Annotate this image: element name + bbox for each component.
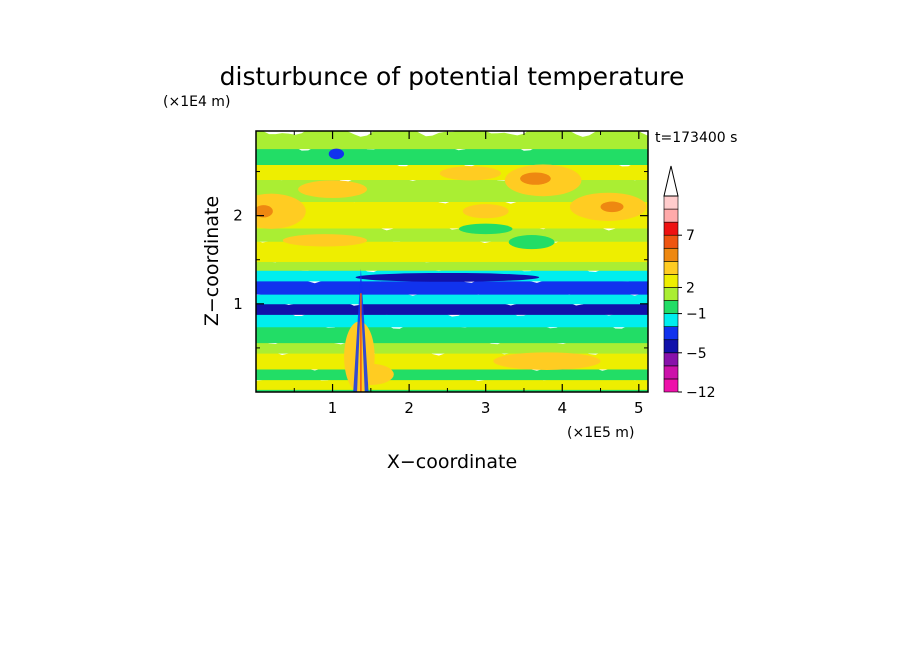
colorbar-label: −1 [686, 307, 707, 323]
colorbar-swatch [663, 221, 679, 236]
x-tick-label: 2 [404, 399, 414, 417]
colorbar-swatch [663, 313, 679, 327]
axes: 1 2 3 4 5 1 2 [233, 131, 648, 417]
colorbar-swatch [663, 287, 679, 301]
colorbar-swatch [663, 352, 679, 367]
colorbar-label: 7 [686, 228, 695, 244]
colorbar-swatch [663, 261, 679, 275]
contour-blob [256, 205, 273, 218]
colorbar-extend-arrow [663, 165, 679, 197]
y-tick-label: 2 [233, 207, 243, 225]
y-scale-label: (×1E4 m) [163, 94, 230, 110]
contour-blob [282, 234, 368, 247]
chart-title: disturbunce of potential temperature [220, 62, 685, 91]
colorbar: −12−5−127 [663, 165, 716, 401]
contour-blob [256, 193, 306, 229]
contour-blob [462, 204, 509, 219]
colorbar-swatch [663, 300, 679, 314]
contour-blob [328, 148, 345, 160]
x-tick-label: 4 [557, 399, 567, 417]
contour-blob [458, 223, 513, 235]
contour-blob [520, 172, 551, 185]
colorbar-swatch [663, 247, 679, 262]
x-tick-label: 3 [481, 399, 491, 417]
colorbar-swatch [663, 339, 679, 354]
colorbar-label: −12 [686, 385, 716, 401]
x-tick-label: 5 [634, 399, 644, 417]
colorbar-swatch [663, 378, 679, 393]
colorbar-label: −5 [686, 346, 707, 362]
contour-blob [439, 166, 501, 181]
y-axis-label: Z−coordinate [201, 196, 223, 326]
contour-blob [493, 352, 601, 370]
colorbar-label: 2 [686, 280, 695, 296]
contour-band [256, 285, 648, 305]
contour-field [256, 131, 648, 392]
x-axis-label: X−coordinate [387, 451, 517, 473]
y-tick-label: 1 [233, 295, 243, 313]
contour-blob [298, 180, 368, 199]
contour-blob [355, 272, 540, 282]
x-tick-label: 1 [328, 399, 338, 417]
colorbar-swatch [663, 208, 679, 223]
plot-frame [255, 130, 649, 393]
colorbar-swatch [663, 326, 679, 341]
contour-band [256, 131, 648, 150]
colorbar-swatch [663, 274, 679, 288]
time-label: t=173400 s [655, 130, 737, 146]
contour-blob [600, 201, 624, 213]
contour-blob [508, 235, 555, 250]
colorbar-swatch [663, 195, 679, 210]
x-scale-label: (×1E5 m) [567, 425, 634, 441]
colorbar-swatch [663, 365, 679, 380]
contour-blob [455, 153, 479, 164]
colorbar-swatch [663, 234, 679, 249]
